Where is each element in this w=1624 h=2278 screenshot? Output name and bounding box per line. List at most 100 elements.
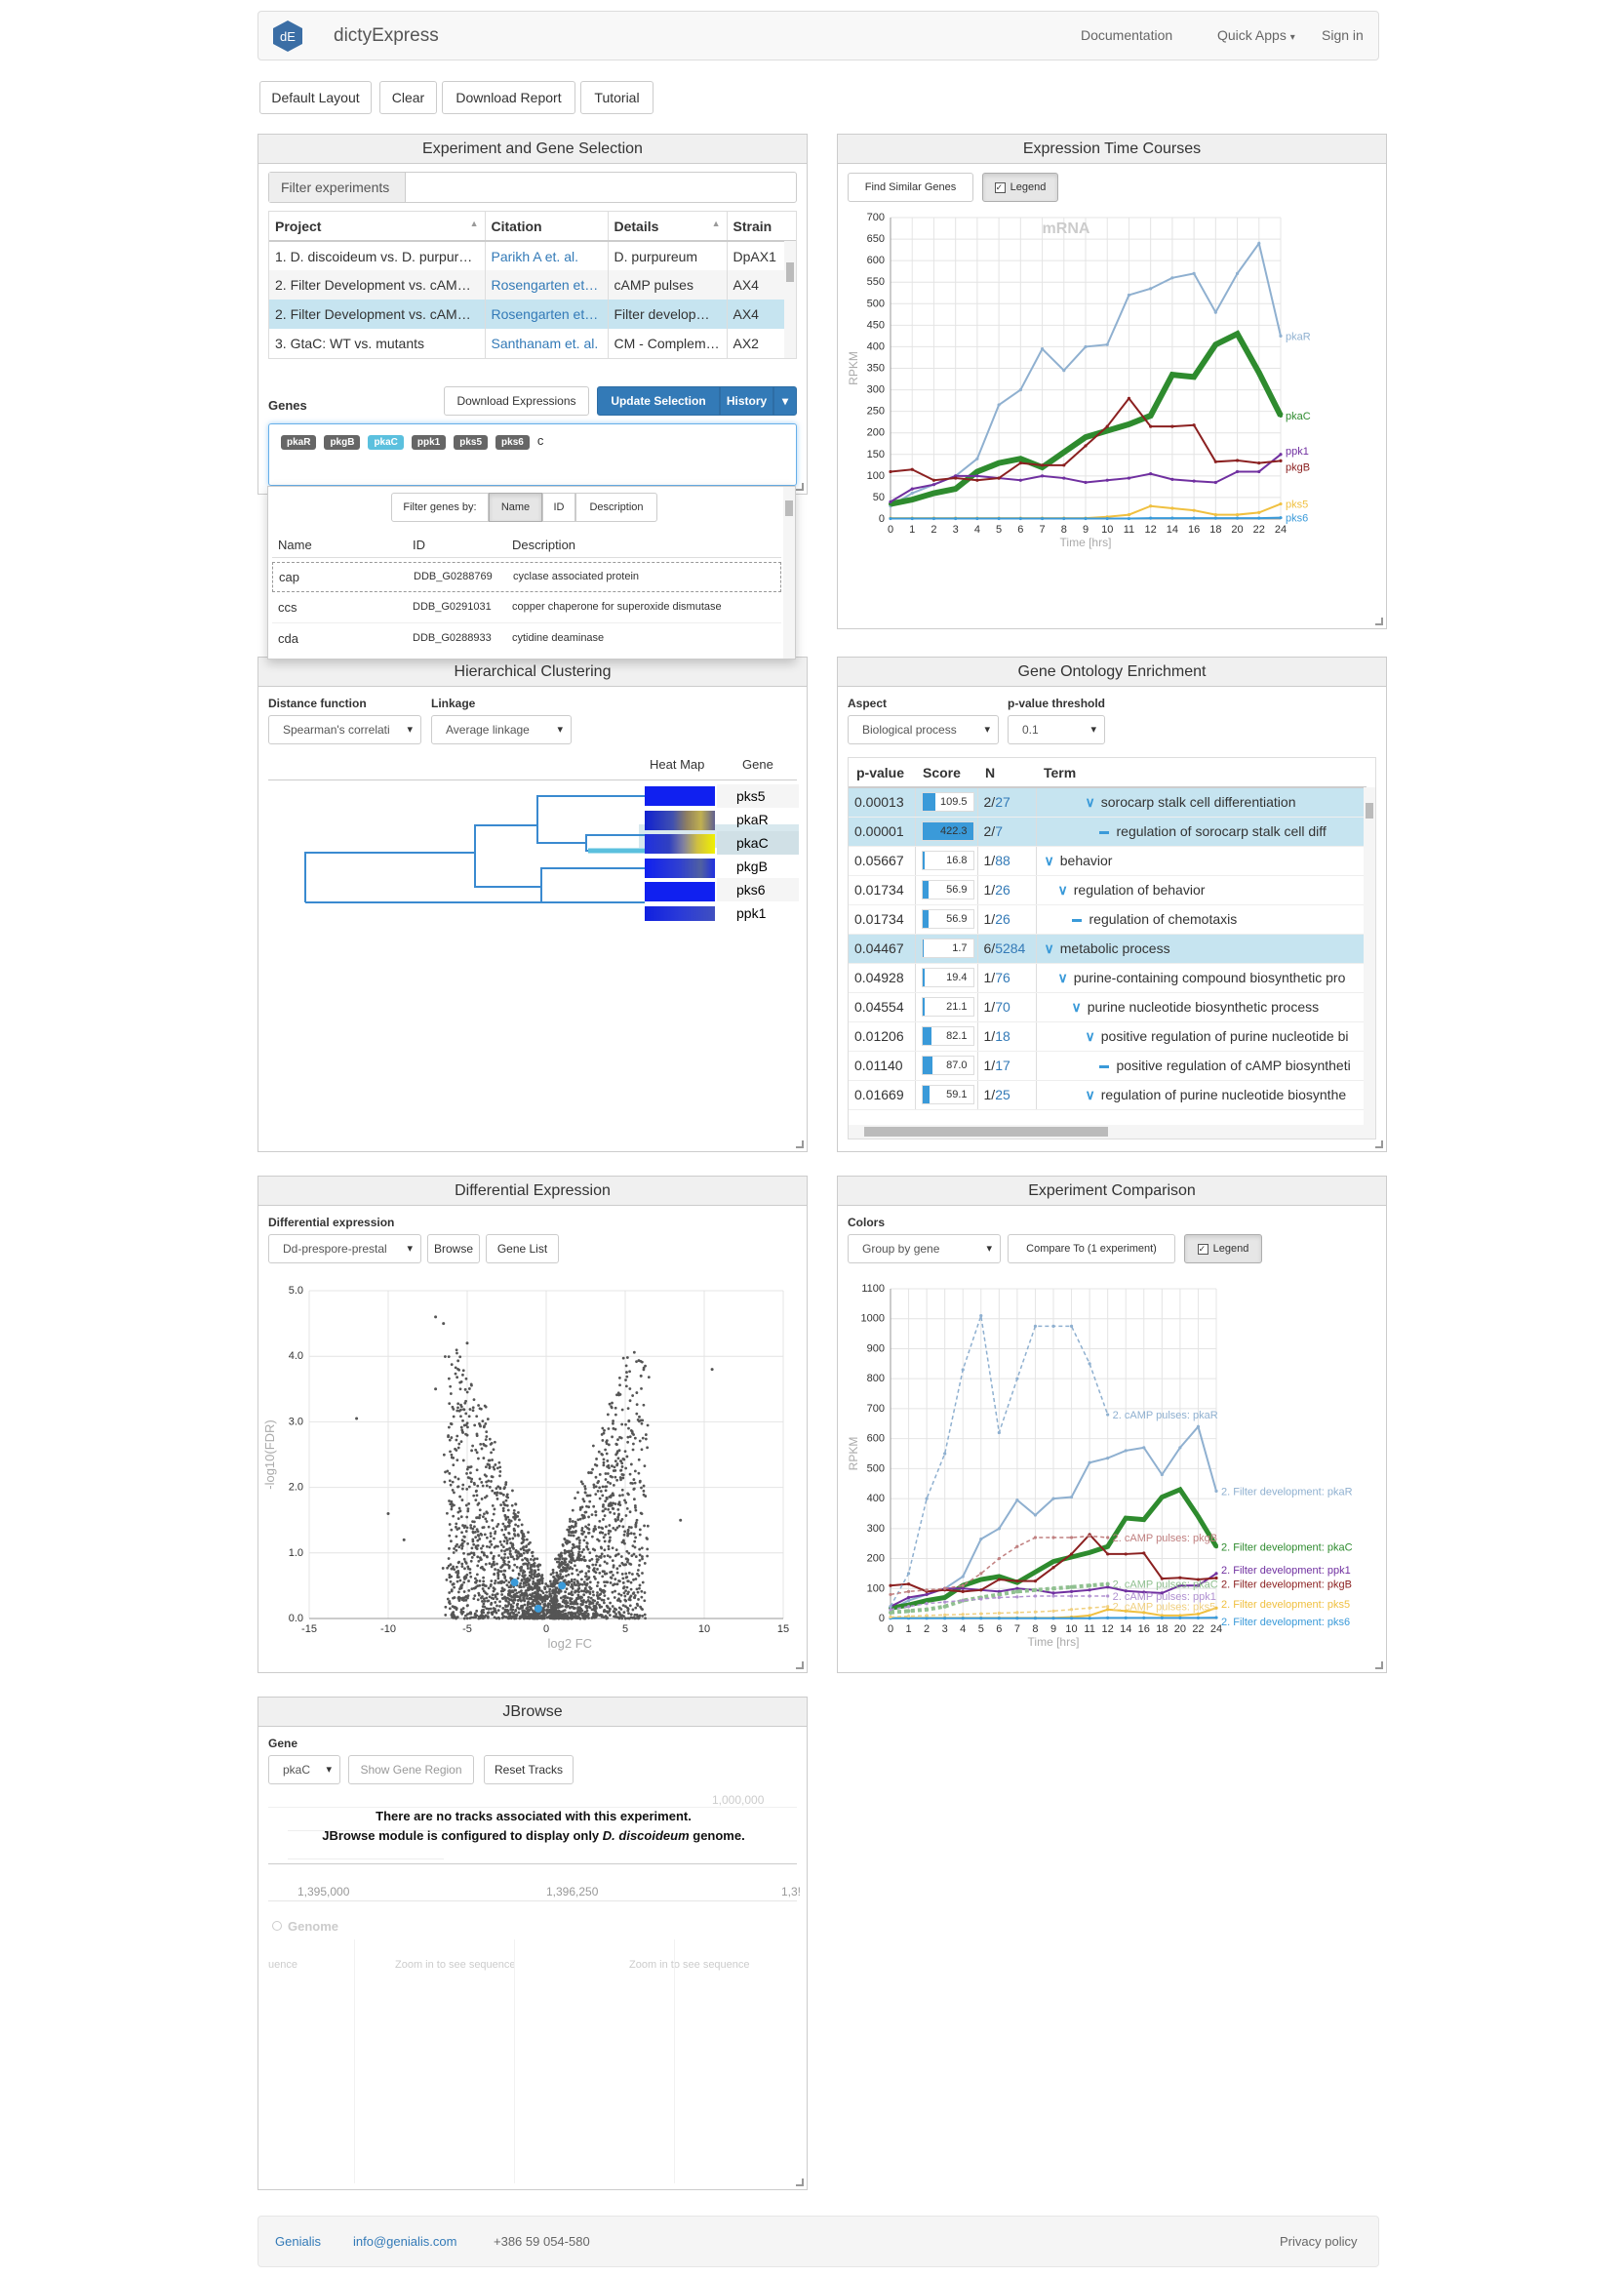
table-row-selected[interactable]: 2. Filter Development vs. cAM… Rosengarte… xyxy=(269,300,796,329)
cluster-gene-label[interactable]: pks5 xyxy=(736,788,766,804)
time-course-chart[interactable]: 0501001502002503003504004505005506006507… xyxy=(838,209,1387,628)
chevron-down-icon[interactable]: ∨ xyxy=(1044,852,1054,868)
go-n-link[interactable]: 25 xyxy=(995,1087,1010,1102)
gene-tag[interactable]: pks6 xyxy=(495,435,530,450)
gene-suggestion-row[interactable]: ccs DDB_G0291031 copper chaperone for su… xyxy=(272,593,781,623)
legend-toggle-button[interactable]: ✓ Legend xyxy=(982,173,1058,202)
filter-by-name-button[interactable]: Name xyxy=(489,493,542,522)
compare-to-button[interactable]: Compare To (1 experiment) xyxy=(1008,1234,1175,1263)
nav-documentation[interactable]: Documentation xyxy=(1081,27,1173,43)
table-scrollbar[interactable] xyxy=(784,241,796,358)
chevron-down-icon[interactable]: ∨ xyxy=(1085,793,1095,810)
differential-expression-select[interactable]: Dd-prespore-prestal xyxy=(268,1234,421,1263)
pvalue-threshold-select[interactable]: 0.1 xyxy=(1008,715,1105,744)
find-similar-genes-button[interactable]: Find Similar Genes xyxy=(848,173,973,202)
cluster-gene-label[interactable]: pkaR xyxy=(736,812,769,827)
browse-button[interactable]: Browse xyxy=(427,1234,480,1263)
footer-link-genialis[interactable]: Genialis xyxy=(275,2234,321,2249)
nav-quick-apps[interactable]: Quick Apps ▾ xyxy=(1217,27,1295,43)
chevron-down-icon[interactable]: ∨ xyxy=(1071,998,1082,1015)
gene-tag[interactable]: pkgB xyxy=(324,435,361,450)
resize-handle[interactable] xyxy=(796,1661,804,1669)
go-table-hscrollbar[interactable] xyxy=(849,1125,1375,1139)
resize-handle[interactable] xyxy=(1375,1140,1383,1148)
table-row[interactable]: 3. GtaC: WT vs. mutants Santhanam et. al.… xyxy=(269,329,796,358)
go-n-link[interactable]: 70 xyxy=(995,999,1010,1015)
go-n-link[interactable]: 76 xyxy=(995,970,1010,985)
chevron-down-icon[interactable]: ∨ xyxy=(1044,939,1054,956)
table-row[interactable]: 2. Filter Development vs. cAM… Rosengarte… xyxy=(269,270,796,300)
default-layout-button[interactable]: Default Layout xyxy=(259,81,372,114)
linkage-select[interactable]: Average linkage xyxy=(431,715,572,744)
resize-handle[interactable] xyxy=(1375,1661,1383,1669)
download-expressions-button[interactable]: Download Expressions xyxy=(444,386,589,416)
cluster-gene-label[interactable]: pkaC xyxy=(736,835,769,851)
go-table-vscrollbar[interactable] xyxy=(1364,787,1375,1125)
go-row[interactable]: 0.01140 87.0 1/17 positive regulation of cA… xyxy=(849,1051,1367,1081)
resize-handle[interactable] xyxy=(1375,618,1383,625)
col-project[interactable]: Project ▲ xyxy=(269,212,486,242)
go-row[interactable]: 0.05667 16.8 1/88 ∨ behavior xyxy=(849,846,1367,876)
dropdown-scrollbar[interactable] xyxy=(783,487,795,659)
nav-sign-in[interactable]: Sign in xyxy=(1322,27,1364,43)
go-row[interactable]: 0.01669 59.1 1/25 ∨ regulation of purine nuc… xyxy=(849,1080,1367,1110)
genes-input[interactable]: pkaR pkgB pkaC ppk1 pks5 pks6 c xyxy=(268,423,797,486)
gene-suggestion-row-active[interactable]: cap DDB_G0288769 cyclase associated prot… xyxy=(272,562,781,592)
history-caret-icon[interactable]: ▾ xyxy=(773,386,797,416)
col-n[interactable]: N xyxy=(977,758,1036,788)
gene-tag-highlighted[interactable]: pkaC xyxy=(368,435,404,450)
resize-handle[interactable] xyxy=(796,2178,804,2186)
resize-handle[interactable] xyxy=(796,1140,804,1148)
gene-list-button[interactable]: Gene List xyxy=(486,1234,559,1263)
color-group-select[interactable]: Group by gene xyxy=(848,1234,1001,1263)
filter-by-description-button[interactable]: Description xyxy=(575,493,657,522)
go-row[interactable]: 0.04467 1.7 6/5284 ∨ metabolic process xyxy=(849,934,1367,964)
go-n-link[interactable]: 5284 xyxy=(995,940,1026,956)
filter-experiments-input[interactable] xyxy=(407,173,797,202)
gene-tag[interactable]: ppk1 xyxy=(411,435,447,450)
col-term[interactable]: Term xyxy=(1036,758,1366,788)
go-n-link[interactable]: 17 xyxy=(995,1058,1010,1073)
gene-tag[interactable]: pkaR xyxy=(281,435,317,450)
col-strain[interactable]: Strain xyxy=(727,212,796,242)
gene-input-text[interactable]: c xyxy=(536,433,544,448)
show-gene-region-button[interactable]: Show Gene Region xyxy=(348,1755,474,1784)
footer-link-email[interactable]: info@genialis.com xyxy=(353,2234,457,2249)
cluster-gene-label[interactable]: pks6 xyxy=(736,882,766,898)
go-row[interactable]: 0.00013 109.5 2/27 ∨ sorocarp stalk cell dif… xyxy=(849,787,1367,818)
go-n-link[interactable]: 26 xyxy=(995,882,1010,898)
distance-function-select[interactable]: Spearman's correlati xyxy=(268,715,421,744)
go-n-link[interactable]: 88 xyxy=(995,853,1010,868)
chevron-down-icon[interactable]: ∨ xyxy=(1057,881,1068,898)
gene-suggestion-row[interactable]: cda DDB_G0288933 cytidine deaminase xyxy=(278,631,605,646)
footer-privacy-policy[interactable]: Privacy policy xyxy=(1280,2234,1358,2249)
go-n-link[interactable]: 18 xyxy=(995,1028,1010,1044)
gene-select[interactable]: pkaC xyxy=(268,1755,340,1784)
go-row[interactable]: 0.04554 21.1 1/70 ∨ purine nucleotide biosyn… xyxy=(849,992,1367,1022)
col-score[interactable]: Score xyxy=(915,758,977,788)
go-n-link[interactable]: 7 xyxy=(995,823,1003,839)
chevron-down-icon[interactable]: ∨ xyxy=(1085,1086,1095,1102)
go-row[interactable]: 0.04928 19.4 1/76 ∨ purine-containing compou… xyxy=(849,963,1367,993)
table-row[interactable]: 1. D. discoideum vs. D. purpur… Parikh A … xyxy=(269,241,796,270)
cluster-gene-label[interactable]: pkgB xyxy=(736,859,768,874)
go-row[interactable]: 0.01734 56.9 1/26 regulation of chemotaxis xyxy=(849,904,1367,935)
clear-button[interactable]: Clear xyxy=(379,81,437,114)
col-citation[interactable]: Citation xyxy=(485,212,609,242)
brand-name[interactable]: dictyExpress xyxy=(334,25,439,46)
download-report-button[interactable]: Download Report xyxy=(442,81,575,114)
history-button[interactable]: History xyxy=(720,386,773,416)
reset-tracks-button[interactable]: Reset Tracks xyxy=(484,1755,574,1784)
col-details[interactable]: Details ▲ xyxy=(608,212,728,242)
filter-by-id-button[interactable]: ID xyxy=(542,493,575,522)
chevron-down-icon[interactable]: ∨ xyxy=(1085,1027,1095,1044)
genome-track-label[interactable]: Genome xyxy=(272,1919,338,1934)
cluster-gene-label[interactable]: ppk1 xyxy=(736,905,767,921)
go-row[interactable]: 0.01206 82.1 1/18 ∨ positive regulation of p… xyxy=(849,1021,1367,1052)
update-selection-button[interactable]: Update Selection xyxy=(597,386,720,416)
go-row[interactable]: 0.00001 422.3 2/7 regulation of sorocarp st… xyxy=(849,817,1367,847)
go-n-link[interactable]: 26 xyxy=(995,911,1010,927)
go-n-link[interactable]: 27 xyxy=(995,794,1010,811)
